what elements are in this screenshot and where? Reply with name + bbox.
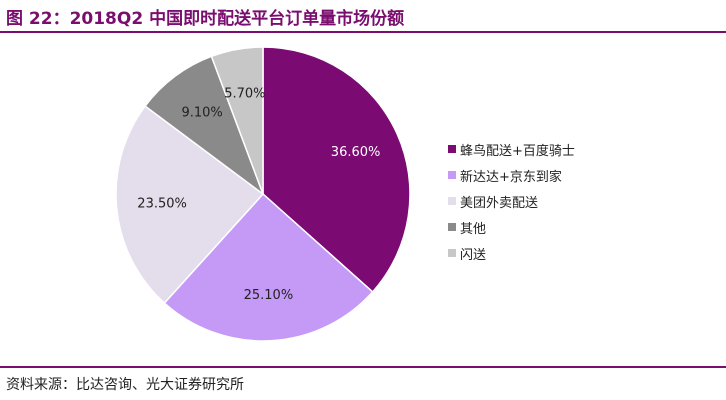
source-note: 资料来源：比达咨询、光大证券研究所 [6, 377, 244, 393]
legend-label: 闪送 [460, 247, 487, 263]
legend-label: 蜂鸟配送+百度骑士 [460, 143, 575, 159]
pie-slice [163, 192, 374, 342]
slice-value-label: 9.10% [181, 105, 222, 120]
legend-swatch [448, 223, 456, 231]
legend-item: 蜂鸟配送+百度骑士 [448, 136, 575, 162]
legend-item: 其他 [448, 214, 575, 240]
legend-item: 美团外卖配送 [448, 188, 575, 214]
legend-swatch [448, 145, 456, 153]
pie-slice [144, 55, 265, 197]
source-divider [0, 366, 726, 368]
pie-chart: 36.60% 25.10% 23.50% 9.10%5.70% [115, 46, 411, 342]
chart-legend: 蜂鸟配送+百度骑士 新达达+京东到家 美团外卖配送 其他闪送 [448, 136, 575, 266]
legend-swatch [448, 249, 456, 257]
pie-slice [210, 46, 264, 195]
legend-item: 新达达+京东到家 [448, 162, 575, 188]
legend-label: 美团外卖配送 [460, 195, 539, 211]
pie-slice [115, 105, 265, 305]
pie-slice [262, 46, 411, 293]
slice-value-label: 36.60% [331, 145, 381, 160]
legend-label: 新达达+京东到家 [460, 169, 562, 185]
legend-item: 闪送 [448, 240, 575, 266]
legend-swatch [448, 197, 456, 205]
slice-value-label: 5.70% [224, 87, 265, 102]
chart-title: 图 22：2018Q2 中国即时配送平台订单量市场份额 [6, 9, 405, 29]
legend-label: 其他 [460, 221, 487, 237]
legend-swatch [448, 171, 456, 179]
title-divider [0, 31, 726, 33]
slice-value-label: 23.50% [137, 196, 187, 211]
slice-value-label: 25.10% [244, 288, 294, 303]
